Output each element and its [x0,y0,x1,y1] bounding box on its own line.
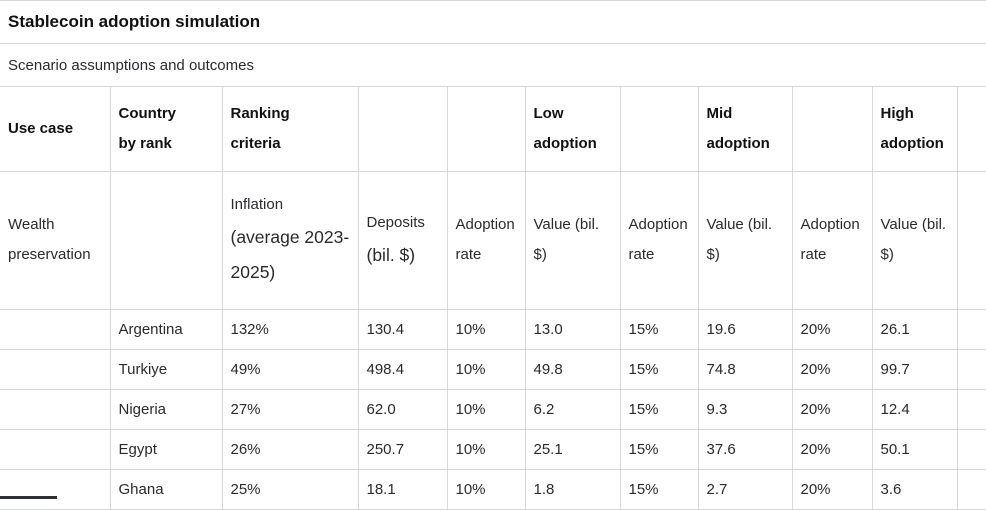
metric-header-value-mid: Value (bil. $) [697,171,793,310]
cell-inflation: 27% [221,389,359,430]
use-case-label-wealth-preservation: Wealth preservation [0,171,111,310]
cell-mid-adoption-rate: 15% [619,349,699,390]
cell-country: Ghana [109,469,223,510]
empty-cell [956,429,986,470]
empty-cell [0,429,111,470]
cell-low-value: 49.8 [524,349,621,390]
cell-low-adoption-rate: 10% [446,429,526,470]
empty-cell [446,87,526,172]
col-header-mid-adoption: Mid adoption [697,87,793,172]
cell-deposits: 250.7 [357,429,448,470]
cell-mid-value: 74.8 [697,349,793,390]
empty-cell [956,389,986,430]
cell-deposits: 62.0 [357,389,448,430]
col-header-low-adoption: Low adoption [524,87,621,172]
cell-inflation: 26% [221,429,359,470]
cell-high-value: 50.1 [871,429,958,470]
clipped-next-content [0,496,57,499]
cell-high-adoption-rate: 20% [791,349,873,390]
empty-cell [619,87,699,172]
col-header-ranking-criteria: Ranking criteria [221,87,359,172]
cell-deposits: 18.1 [357,469,448,510]
cell-high-adoption-rate: 20% [791,389,873,430]
cell-high-value: 3.6 [871,469,958,510]
cell-inflation: 49% [221,349,359,390]
empty-cell [956,469,986,510]
cell-inflation: 132% [221,309,359,350]
empty-cell [109,171,223,310]
empty-cell [956,309,986,350]
header-row-metrics: Wealth preservation Inflation (average 2… [0,171,986,310]
empty-cell [0,469,111,510]
cell-country: Turkiye [109,349,223,390]
cell-high-adoption-rate: 20% [791,309,873,350]
cell-mid-value: 2.7 [697,469,793,510]
table-row-turkiye: Turkiye 49% 498.4 10% 49.8 15% 74.8 20% … [0,349,986,390]
inflation-label: Inflation [230,196,284,213]
empty-cell [0,389,111,430]
cell-mid-adoption-rate: 15% [619,469,699,510]
empty-cell [956,171,986,310]
cell-low-value: 25.1 [524,429,621,470]
table-row-egypt: Egypt 26% 250.7 10% 25.1 15% 37.6 20% 50… [0,429,986,470]
inflation-period-label: (average 2023-2025) [230,227,350,282]
cell-high-value: 99.7 [871,349,958,390]
metric-header-inflation: Inflation (average 2023-2025) [221,171,359,310]
empty-cell [791,87,873,172]
header-row-groups: Use case Country by rank Ranking criteri… [0,87,986,172]
cell-country: Egypt [109,429,223,470]
table-row-argentina: Argentina 132% 130.4 10% 13.0 15% 19.6 2… [0,309,986,350]
empty-cell [0,349,111,390]
cell-low-value: 6.2 [524,389,621,430]
empty-cell [956,349,986,390]
cell-high-adoption-rate: 20% [791,429,873,470]
cell-low-adoption-rate: 10% [446,309,526,350]
cell-mid-adoption-rate: 15% [619,389,699,430]
cell-deposits: 130.4 [357,309,448,350]
table-row-ghana: Ghana 25% 18.1 10% 1.8 15% 2.7 20% 3.6 [0,469,986,510]
metric-header-adoption-rate-low: Adoption rate [446,171,526,310]
table-row-nigeria: Nigeria 27% 62.0 10% 6.2 15% 9.3 20% 12.… [0,389,986,430]
cell-mid-adoption-rate: 15% [619,429,699,470]
metric-header-value-low: Value (bil. $) [524,171,621,310]
cell-country: Argentina [109,309,223,350]
cell-low-adoption-rate: 10% [446,349,526,390]
cell-mid-adoption-rate: 15% [619,309,699,350]
deposits-label: Deposits [366,213,425,231]
cell-low-value: 13.0 [524,309,621,350]
cell-low-value: 1.8 [524,469,621,510]
col-header-country-by-rank: Country by rank [109,87,223,172]
cell-high-adoption-rate: 20% [791,469,873,510]
cell-low-adoption-rate: 10% [446,469,526,510]
cell-mid-value: 9.3 [697,389,793,430]
cell-inflation: 25% [221,469,359,510]
col-header-use-case: Use case [0,87,111,172]
cell-country: Nigeria [109,389,223,430]
empty-cell [357,87,448,172]
metric-header-adoption-rate-mid: Adoption rate [619,171,699,310]
cell-low-adoption-rate: 10% [446,389,526,430]
cell-high-value: 26.1 [871,309,958,350]
cell-mid-value: 37.6 [697,429,793,470]
cell-high-value: 12.4 [871,389,958,430]
col-header-high-adoption: High adoption [871,87,958,172]
cell-deposits: 498.4 [357,349,448,390]
deposits-unit-label: (bil. $) [366,244,416,265]
metric-header-adoption-rate-high: Adoption rate [791,171,873,310]
page-title: Stablecoin adoption simulation [0,1,986,44]
empty-cell [956,87,986,172]
empty-cell [0,309,111,350]
simulation-table: Use case Country by rank Ranking criteri… [0,87,986,510]
metric-header-deposits: Deposits (bil. $) [357,171,448,310]
metric-header-value-high: Value (bil. $) [871,171,958,310]
cell-mid-value: 19.6 [697,309,793,350]
table-subtitle: Scenario assumptions and outcomes [0,44,986,87]
